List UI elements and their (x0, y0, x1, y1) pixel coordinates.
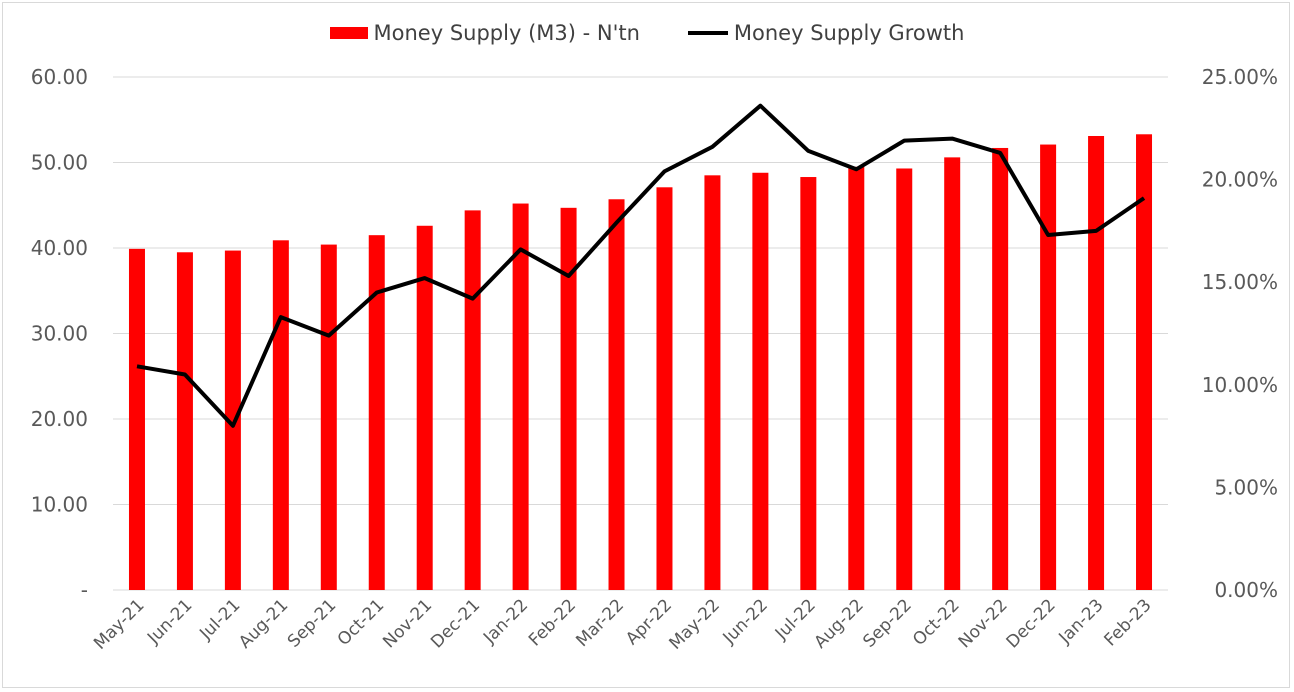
bar (416, 225, 433, 590)
right-axis-tick-label: 10.00% (1202, 373, 1278, 397)
bar (656, 187, 673, 591)
x-axis-tick-label: Oct-22 (909, 595, 964, 650)
right-axis-tick-label: 0.00% (1214, 578, 1278, 602)
x-axis-tick-label: Jan-22 (479, 595, 532, 648)
growth-line (136, 103, 1146, 428)
bar (464, 210, 481, 590)
legend-label-growth: Money Supply Growth (733, 21, 965, 45)
x-axis-tick-label: Sep-22 (859, 595, 915, 651)
x-axis-tick-label: Mar-22 (572, 595, 628, 651)
left-axis-tick-label: - (81, 578, 88, 602)
x-axis-tick-label: Aug-22 (811, 595, 868, 652)
right-axis-tick-label: 25.00% (1202, 65, 1278, 89)
x-axis-tick-label: Nov-22 (955, 595, 1012, 652)
bar (224, 250, 241, 590)
bar (1040, 144, 1057, 591)
x-axis-tick-label: May-21 (90, 595, 148, 653)
bar (320, 244, 337, 590)
x-axis-tick-label: Dec-21 (427, 595, 484, 652)
legend-item-money-supply: Money Supply (M3) - N'tn (329, 21, 640, 45)
left-axis-tick-label: 60.00 (31, 65, 88, 89)
legend-label-money-supply: Money Supply (M3) - N'tn (373, 21, 640, 45)
right-axis-tick-label: 15.00% (1202, 270, 1278, 294)
x-axis-tick-label: Jan-23 (1055, 595, 1108, 648)
bar (752, 172, 769, 590)
left-axis-tick-label: 20.00 (31, 407, 88, 431)
legend-item-growth: Money Supply Growth (687, 21, 965, 45)
bar (704, 175, 721, 590)
right-axis-tick-label: 5.00% (1214, 475, 1278, 499)
x-axis-tick-label: Jun-22 (719, 595, 772, 648)
bar (992, 147, 1009, 590)
x-axis-tick-label: Feb-23 (1100, 595, 1155, 650)
bar (800, 177, 817, 590)
x-axis-tick-label: Sep-21 (284, 595, 340, 651)
x-axis-tick-label: Aug-21 (235, 595, 292, 652)
bar (848, 166, 865, 590)
bar (1136, 134, 1153, 590)
x-axis-tick-label: Nov-21 (379, 595, 436, 652)
left-axis-tick-label: 50.00 (31, 151, 88, 175)
x-axis-tick-label: Oct-21 (334, 595, 389, 650)
bar (368, 235, 385, 591)
x-axis-tick-label: Dec-22 (1003, 595, 1060, 652)
x-axis-tick-label: May-22 (666, 595, 724, 653)
left-axis-tick-label: 10.00 (31, 493, 88, 517)
left-axis-tick-label: 30.00 (31, 322, 88, 346)
legend-line-swatch (687, 31, 728, 35)
bar (896, 168, 913, 591)
legend-bar-swatch (329, 27, 368, 39)
x-axis-tick-label: Feb-22 (525, 595, 580, 650)
left-axis-tick-label: 40.00 (31, 236, 88, 260)
bar (128, 248, 145, 591)
x-axis-tick-label: Jun-21 (143, 595, 196, 648)
bar (176, 252, 193, 590)
bar (512, 203, 529, 591)
chart-legend: Money Supply (M3) - N'tn Money Supply Gr… (0, 18, 1294, 48)
bar (608, 199, 625, 590)
bar (1088, 135, 1105, 590)
right-axis-tick-label: 20.00% (1202, 168, 1278, 192)
bar (560, 207, 577, 590)
bar (272, 240, 289, 590)
bar (944, 157, 961, 590)
